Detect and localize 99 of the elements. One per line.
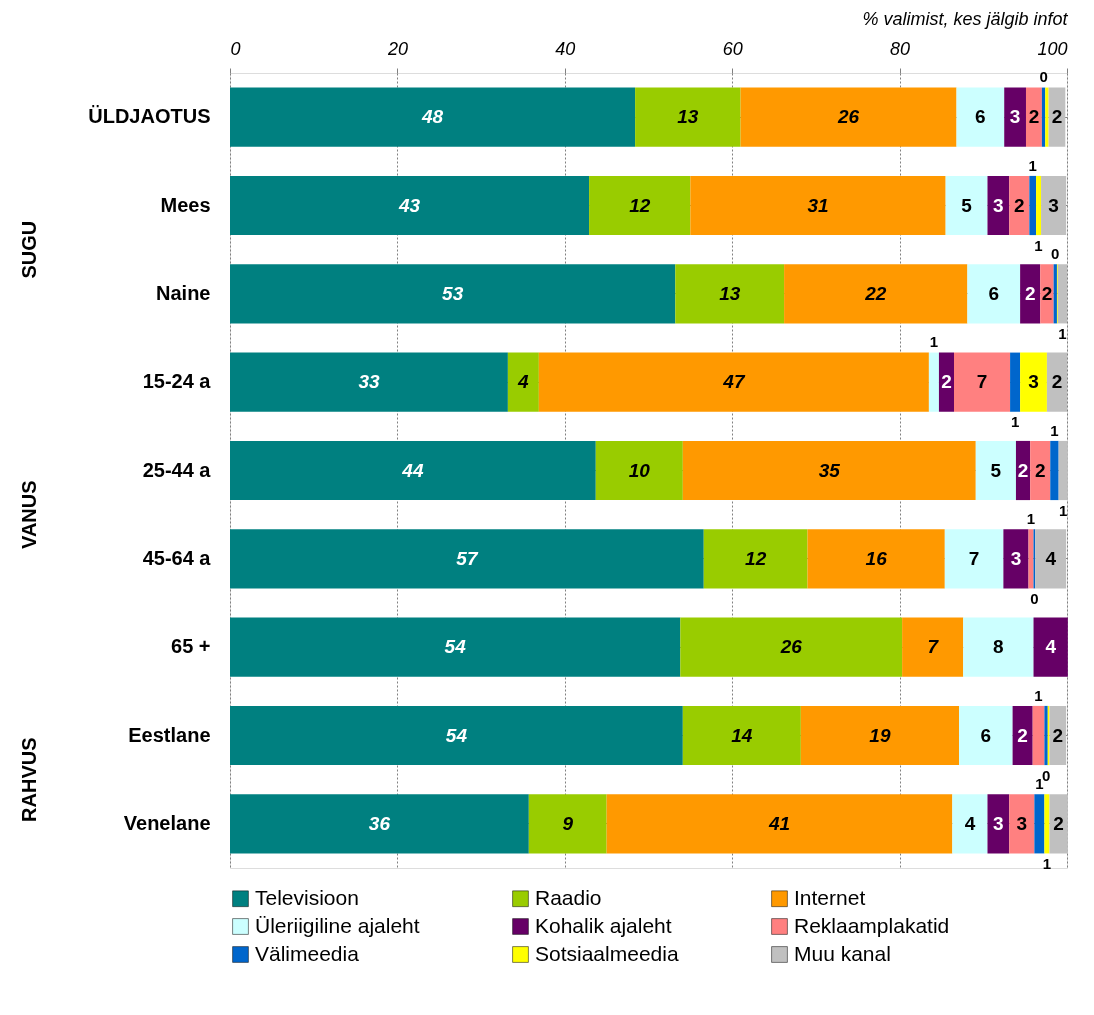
- data-label: 0: [1051, 244, 1060, 262]
- data-label: 2: [1028, 106, 1040, 128]
- data-label: 48: [420, 106, 444, 128]
- data-label: 6: [975, 106, 986, 128]
- data-label: 1: [1028, 156, 1037, 174]
- data-label: 36: [368, 812, 391, 834]
- data-label: 4: [1045, 636, 1057, 658]
- y-tick-label: Eestlane: [128, 723, 211, 746]
- y-tick-label: Venelane: [123, 811, 211, 834]
- data-label: 0: [1030, 589, 1039, 607]
- data-label: 41: [767, 812, 791, 834]
- data-label: 2: [1051, 106, 1063, 128]
- data-label: 3: [1009, 106, 1021, 128]
- legend-label: Välimeedia: [255, 941, 360, 965]
- data-label: 33: [358, 371, 380, 393]
- x-tick-label: 100: [1037, 38, 1068, 59]
- data-label: 8: [993, 636, 1004, 658]
- y-tick-label: ÜLDJAOTUS: [88, 105, 211, 128]
- data-label: 0: [1041, 766, 1051, 784]
- data-label: 1: [1034, 686, 1043, 704]
- x-tick-label: 0: [230, 38, 241, 59]
- data-label: 57: [456, 547, 479, 569]
- data-label: 2: [1034, 459, 1046, 481]
- data-label: 14: [731, 724, 753, 746]
- data-label: 47: [722, 371, 746, 393]
- data-label: 5: [990, 459, 1002, 481]
- x-axis-title: % valimist, kes jälgib infot: [862, 8, 1069, 29]
- data-label: 13: [719, 282, 741, 304]
- data-label: 1: [1034, 236, 1043, 254]
- data-label: 2: [1052, 724, 1064, 746]
- data-label: 4: [1045, 547, 1057, 569]
- legend-label: Raadio: [535, 885, 602, 909]
- data-label: 26: [779, 636, 803, 658]
- legend-label: Üleriigiline ajaleht: [255, 913, 420, 937]
- y-tick-label: 45-64 a: [142, 546, 212, 569]
- data-label: 3: [1016, 812, 1028, 834]
- data-label: 1: [1010, 413, 1020, 431]
- data-label: 2: [1053, 812, 1064, 834]
- data-label: 4: [964, 812, 976, 834]
- data-label: 1: [1058, 324, 1067, 342]
- data-label: 3: [1010, 547, 1022, 569]
- data-label: 1: [1042, 854, 1052, 872]
- data-label: 2: [941, 371, 952, 393]
- data-label: 26: [836, 106, 860, 128]
- data-label: 54: [444, 636, 467, 658]
- y-tick-label: 65 +: [171, 635, 211, 658]
- data-label: 35: [818, 459, 841, 481]
- data-label: 12: [745, 547, 767, 569]
- data-label: 1: [929, 333, 939, 351]
- x-tick-label: 80: [890, 38, 911, 59]
- data-label: 0: [1039, 68, 1048, 86]
- data-label: 7: [968, 547, 980, 569]
- text: SUGU: [18, 220, 40, 279]
- legend-label: Reklaamplakatid: [794, 913, 950, 937]
- data-label: 54: [445, 724, 468, 746]
- data-label: 9: [562, 812, 574, 834]
- data-label: 2: [1041, 282, 1053, 304]
- y-tick-label: 15-24 a: [142, 370, 212, 393]
- legend-label: Televisioon: [255, 885, 359, 909]
- x-tick-label: 60: [722, 38, 743, 59]
- data-label: 2: [1014, 194, 1025, 216]
- data-label: 7: [927, 636, 940, 658]
- data-label: 6: [980, 724, 992, 746]
- data-label: 4: [517, 371, 530, 393]
- data-label: 5: [961, 194, 973, 216]
- data-label: 12: [629, 194, 651, 216]
- legend-label: Kohalik ajaleht: [535, 913, 672, 937]
- data-label: 44: [401, 459, 424, 481]
- data-label: 2: [1024, 282, 1036, 304]
- data-label: 1: [1026, 509, 1036, 527]
- data-label: 3: [1028, 371, 1039, 393]
- data-label: 2: [1017, 459, 1029, 481]
- y-tick-label: Mees: [160, 193, 211, 216]
- y-tick-label: Naine: [156, 281, 211, 304]
- text: RAHVUS: [18, 737, 40, 822]
- legend-label: Muu kanal: [794, 941, 891, 965]
- data-label: 1: [1050, 421, 1059, 439]
- data-label: 2: [1051, 371, 1063, 393]
- data-label: 3: [993, 194, 1004, 216]
- text: VANUS: [18, 480, 40, 549]
- data-label: 53: [442, 282, 464, 304]
- data-label: 2: [1017, 724, 1028, 746]
- legend-label: Sotsiaalmeedia: [535, 941, 679, 965]
- data-label: 7: [976, 371, 988, 393]
- data-label: 31: [807, 194, 829, 216]
- data-label: 10: [628, 459, 651, 481]
- data-label: 19: [869, 724, 891, 746]
- data-label: 3: [1048, 194, 1059, 216]
- x-tick-label: 20: [386, 38, 408, 59]
- data-label: 1: [1059, 501, 1068, 519]
- data-label: 43: [397, 194, 421, 216]
- y-tick-label: 25-44 a: [142, 458, 212, 481]
- x-tick-label: 40: [555, 38, 576, 59]
- legend-label: Internet: [794, 885, 866, 909]
- data-label: 22: [864, 282, 887, 304]
- data-label: 16: [865, 547, 888, 569]
- data-label: 6: [988, 282, 1000, 304]
- data-label: 3: [993, 812, 1004, 834]
- data-label: 13: [677, 106, 699, 128]
